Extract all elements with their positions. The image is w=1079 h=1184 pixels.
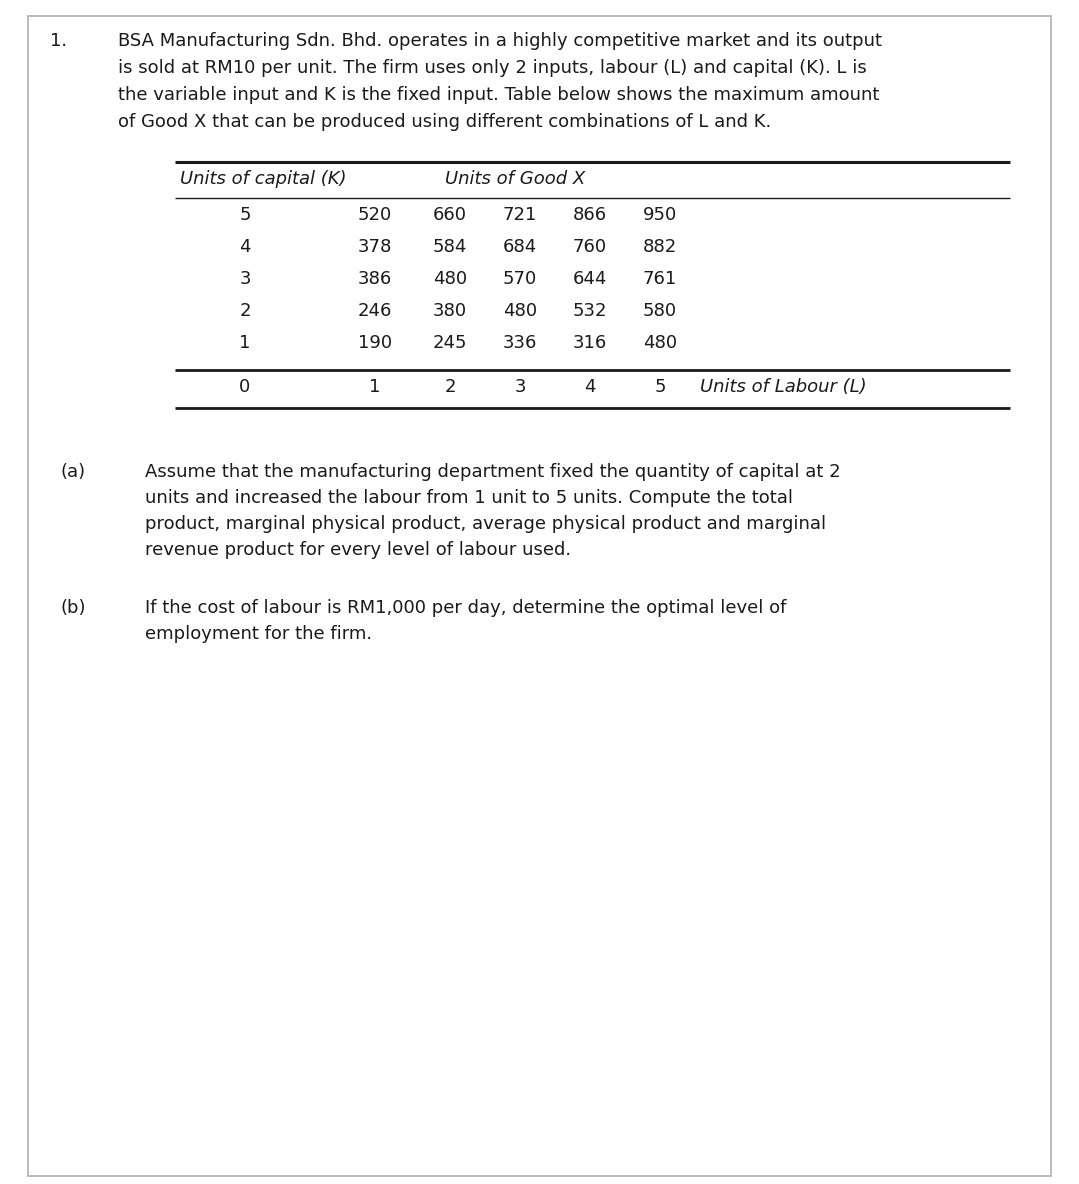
Text: BSA Manufacturing Sdn. Bhd. operates in a highly competitive market and its outp: BSA Manufacturing Sdn. Bhd. operates in … xyxy=(118,32,882,50)
Text: 480: 480 xyxy=(503,302,537,320)
Text: 190: 190 xyxy=(358,334,392,352)
Text: Units of Good X: Units of Good X xyxy=(445,170,585,188)
Text: 882: 882 xyxy=(643,238,678,256)
Text: If the cost of labour is RM1,000 per day, determine the optimal level of: If the cost of labour is RM1,000 per day… xyxy=(145,599,787,617)
Text: revenue product for every level of labour used.: revenue product for every level of labou… xyxy=(145,541,571,559)
Text: Assume that the manufacturing department fixed the quantity of capital at 2: Assume that the manufacturing department… xyxy=(145,463,841,481)
Text: Units of capital (K): Units of capital (K) xyxy=(180,170,346,188)
Text: 1: 1 xyxy=(369,378,381,395)
Text: 644: 644 xyxy=(573,270,607,288)
Text: of Good X that can be produced using different combinations of L and K.: of Good X that can be produced using dif… xyxy=(118,112,771,131)
Text: 866: 866 xyxy=(573,206,607,224)
Text: 2: 2 xyxy=(240,302,250,320)
Text: product, marginal physical product, average physical product and marginal: product, marginal physical product, aver… xyxy=(145,515,827,533)
Text: Units of Labour (L): Units of Labour (L) xyxy=(700,378,866,395)
Text: 480: 480 xyxy=(433,270,467,288)
Text: 386: 386 xyxy=(358,270,392,288)
Text: employment for the firm.: employment for the firm. xyxy=(145,625,372,643)
Text: 580: 580 xyxy=(643,302,677,320)
Text: 1.: 1. xyxy=(50,32,67,50)
Text: 4: 4 xyxy=(584,378,596,395)
Text: 0: 0 xyxy=(240,378,250,395)
Text: 761: 761 xyxy=(643,270,678,288)
Text: 760: 760 xyxy=(573,238,607,256)
Text: 532: 532 xyxy=(573,302,607,320)
Text: 480: 480 xyxy=(643,334,677,352)
Text: 3: 3 xyxy=(240,270,250,288)
Text: 520: 520 xyxy=(358,206,392,224)
Text: 1: 1 xyxy=(240,334,250,352)
Text: the variable input and K is the fixed input. Table below shows the maximum amoun: the variable input and K is the fixed in… xyxy=(118,86,879,104)
Text: 380: 380 xyxy=(433,302,467,320)
Text: 5: 5 xyxy=(654,378,666,395)
Text: 2: 2 xyxy=(445,378,455,395)
Text: 316: 316 xyxy=(573,334,607,352)
Text: 584: 584 xyxy=(433,238,467,256)
Text: (a): (a) xyxy=(60,463,85,481)
Text: 570: 570 xyxy=(503,270,537,288)
Text: 3: 3 xyxy=(515,378,525,395)
Text: 950: 950 xyxy=(643,206,678,224)
Text: 336: 336 xyxy=(503,334,537,352)
Text: 660: 660 xyxy=(433,206,467,224)
Text: 378: 378 xyxy=(358,238,392,256)
Text: units and increased the labour from 1 unit to 5 units. Compute the total: units and increased the labour from 1 un… xyxy=(145,489,793,507)
Text: 684: 684 xyxy=(503,238,537,256)
Text: 4: 4 xyxy=(240,238,250,256)
Text: 245: 245 xyxy=(433,334,467,352)
Text: 5: 5 xyxy=(240,206,250,224)
Text: is sold at RM10 per unit. The firm uses only 2 inputs, labour (L) and capital (K: is sold at RM10 per unit. The firm uses … xyxy=(118,59,866,77)
Text: (b): (b) xyxy=(60,599,85,617)
Text: 246: 246 xyxy=(358,302,392,320)
Text: 721: 721 xyxy=(503,206,537,224)
